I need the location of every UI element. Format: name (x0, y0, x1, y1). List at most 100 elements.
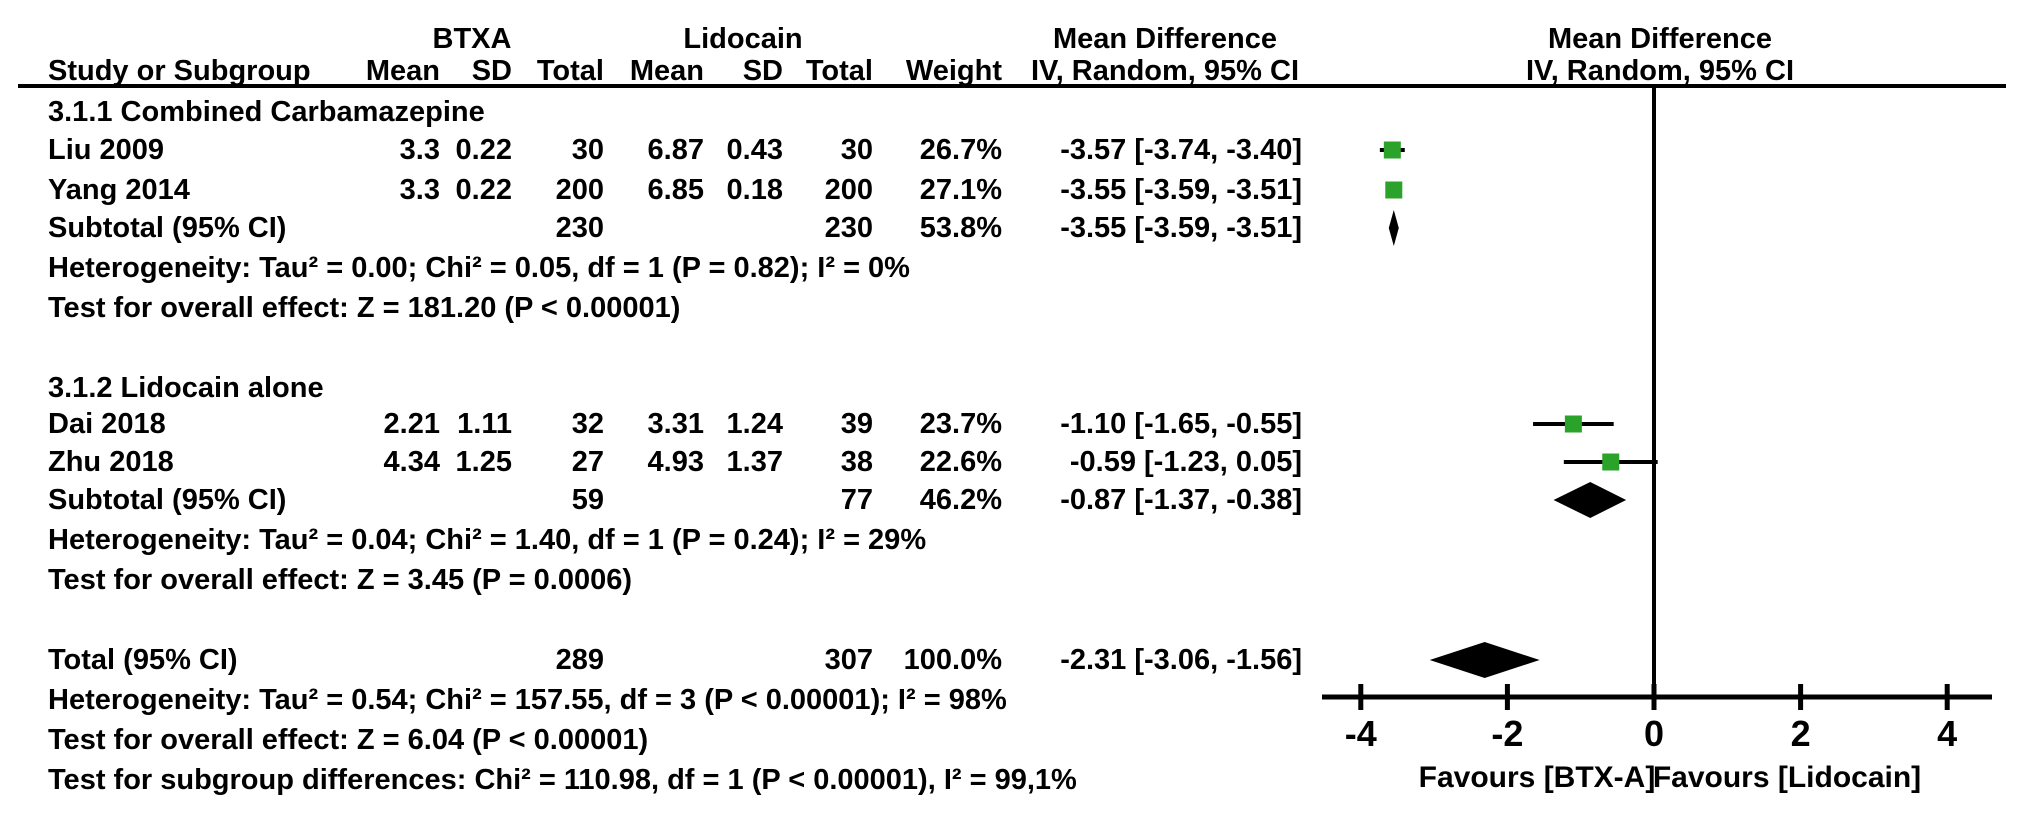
overall-effect-text: Test for overall effect: Z = 6.04 (P < 0… (48, 724, 649, 756)
effect-square (1602, 453, 1620, 471)
overall-effect-total-row: Test for overall effect: Z = 6.04 (P < 0… (0, 721, 2031, 759)
effect-square (1385, 181, 1403, 199)
weight-value: 23.7% (919, 408, 1002, 440)
subgroup-title: 3.1.2 Lidocain alone (48, 372, 324, 404)
subgroup-2-title-row: 3.1.2 Lidocain alone (0, 369, 2031, 407)
header-group-row: BTXA Lidocain Mean Difference Mean Diffe… (0, 20, 2031, 58)
md-plot-column-subtitle: IV, Random, 95% CI (1525, 55, 1795, 87)
axis-tick-label: 4 (1937, 713, 1957, 754)
subtotal-label: Subtotal (95% CI) (48, 484, 287, 516)
total1-value: 200 (555, 174, 604, 206)
study-row-yang-2014: Yang 2014 3.3 0.22 200 6.85 0.18 200 27.… (0, 171, 2031, 209)
heterogeneity-1-row: Heterogeneity: Tau² = 0.00; Chi² = 0.05,… (0, 249, 2031, 287)
heterogeneity-text: Heterogeneity: Tau² = 0.04; Chi² = 1.40,… (48, 524, 927, 556)
mean1-column-header: Mean (365, 55, 440, 87)
sd1-value: 0.22 (455, 174, 512, 206)
axis-tick-label: 0 (1644, 713, 1664, 754)
study-label: Yang 2014 (48, 174, 190, 206)
mean1-value: 3.3 (399, 174, 440, 206)
subgroup-differences-row: Test for subgroup differences: Chi² = 11… (0, 761, 2031, 799)
group2-header: Lidocain (683, 23, 803, 55)
total2-value: 307 (824, 644, 873, 676)
effect-square (1383, 141, 1401, 159)
total1-column-header: Total (536, 55, 604, 87)
mean2-value: 3.31 (647, 408, 704, 440)
sd2-value: 0.43 (726, 134, 783, 166)
weight-column-header: Weight (905, 55, 1002, 87)
axis-tick-label: -4 (1345, 713, 1377, 754)
mean2-value: 4.93 (647, 446, 704, 478)
total1-value: 27 (571, 446, 604, 478)
weight-value: 100.0% (903, 644, 1002, 676)
ci-value: -3.57 [-3.74, -3.40] (1060, 134, 1302, 166)
total2-value: 230 (824, 212, 873, 244)
total-label: Total (95% CI) (48, 644, 238, 676)
subgroup-1-title-row: 3.1.1 Combined Carbamazepine (0, 93, 2031, 131)
study-row-dai-2018: Dai 2018 2.21 1.11 32 3.31 1.24 39 23.7%… (0, 405, 2031, 443)
heterogeneity-text: Heterogeneity: Tau² = 0.00; Chi² = 0.05,… (48, 252, 910, 284)
subtotal-1-row: Subtotal (95% CI) 230 230 53.8% -3.55 [-… (0, 209, 2031, 247)
subgroup-title: 3.1.1 Combined Carbamazepine (48, 96, 485, 128)
ci-value: -3.55 [-3.59, -3.51] (1060, 212, 1302, 244)
overall-effect-1-row: Test for overall effect: Z = 181.20 (P <… (0, 289, 2031, 327)
sd2-value: 0.18 (726, 174, 783, 206)
weight-value: 46.2% (919, 484, 1002, 516)
subtotal-2-row: Subtotal (95% CI) 59 77 46.2% -0.87 [-1.… (0, 481, 2031, 519)
ci-value: -0.59 [-1.23, 0.05] (1069, 446, 1302, 478)
total-row: Total (95% CI) 289 307 100.0% -2.31 [-3.… (0, 641, 2031, 679)
weight-value: 53.8% (919, 212, 1002, 244)
study-row-zhu-2018: Zhu 2018 4.34 1.25 27 4.93 1.37 38 22.6%… (0, 443, 2031, 481)
pooled-diamond (1388, 210, 1399, 246)
overall-effect-text: Test for overall effect: Z = 181.20 (P <… (48, 292, 681, 324)
sd1-value: 1.11 (457, 408, 512, 440)
ci-value: -3.55 [-3.59, -3.51] (1060, 174, 1302, 206)
heterogeneity-text: Heterogeneity: Tau² = 0.54; Chi² = 157.5… (48, 684, 1007, 716)
overall-effect-text: Test for overall effect: Z = 3.45 (P = 0… (48, 564, 633, 596)
total2-value: 77 (840, 484, 873, 516)
total2-value: 39 (840, 408, 873, 440)
pooled-diamond (1429, 642, 1540, 678)
total1-value: 32 (571, 408, 604, 440)
total1-value: 289 (555, 644, 604, 676)
mean2-column-header: Mean (629, 55, 704, 87)
favours-left-label: Favours [BTX-A] (1419, 761, 1656, 794)
sd1-value: 1.25 (455, 446, 512, 478)
total1-value: 230 (555, 212, 604, 244)
heterogeneity-total-row: Heterogeneity: Tau² = 0.54; Chi² = 157.5… (0, 681, 2031, 719)
weight-value: 26.7% (919, 134, 1002, 166)
study-column-header: Study or Subgroup (48, 55, 311, 87)
weight-value: 27.1% (919, 174, 1002, 206)
header-rule (18, 84, 2006, 88)
study-label: Zhu 2018 (48, 446, 174, 478)
md-text-column-title: Mean Difference (1052, 23, 1277, 55)
sd1-value: 0.22 (455, 134, 512, 166)
ci-value: -0.87 [-1.37, -0.38] (1060, 484, 1302, 516)
md-plot-column-title: Mean Difference (1547, 23, 1772, 55)
mean2-value: 6.85 (647, 174, 704, 206)
overall-effect-2-row: Test for overall effect: Z = 3.45 (P = 0… (0, 561, 2031, 599)
total2-value: 38 (840, 446, 873, 478)
mean1-value: 4.34 (383, 446, 440, 478)
study-label: Dai 2018 (48, 408, 166, 440)
md-text-column-subtitle: IV, Random, 95% CI (1030, 55, 1300, 87)
ci-value: -2.31 [-3.06, -1.56] (1060, 644, 1302, 676)
total2-value: 200 (824, 174, 873, 206)
sd2-value: 1.24 (726, 408, 783, 440)
total2-value: 30 (840, 134, 873, 166)
pooled-diamond (1553, 482, 1627, 518)
mean2-value: 6.87 (647, 134, 704, 166)
study-label: Liu 2009 (48, 134, 165, 166)
group1-header: BTXA (432, 23, 512, 55)
effect-square (1564, 415, 1582, 433)
heterogeneity-2-row: Heterogeneity: Tau² = 0.04; Chi² = 1.40,… (0, 521, 2031, 559)
sd1-column-header: SD (471, 55, 512, 87)
favours-right-label: Favours [Lidocain] (1653, 761, 1921, 794)
total2-column-header: Total (805, 55, 873, 87)
subgroup-differences-text: Test for subgroup differences: Chi² = 11… (48, 764, 1077, 796)
sd2-value: 1.37 (726, 446, 783, 478)
ci-value: -1.10 [-1.65, -0.55] (1060, 408, 1302, 440)
weight-value: 22.6% (919, 446, 1002, 478)
mean1-value: 2.21 (383, 408, 440, 440)
